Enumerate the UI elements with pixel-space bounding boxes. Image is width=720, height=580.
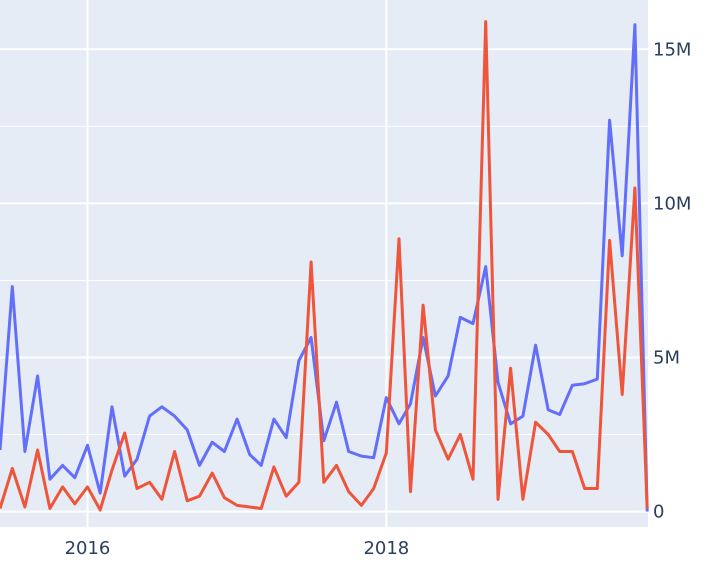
series-layer [0, 20, 649, 512]
plot-background [0, 0, 648, 527]
y-tick-label: 0 [653, 502, 664, 523]
y-axis: 0 5M 10M 15M [653, 39, 691, 522]
y-tick-label: 15M [653, 39, 691, 60]
series-line-1 [0, 23, 649, 512]
x-tick-label: 2016 [65, 538, 111, 559]
series-line-2 [0, 20, 649, 512]
x-tick-label: 2018 [363, 538, 409, 559]
y-tick-label: 10M [653, 193, 691, 214]
x-axis: 2016 2018 [65, 538, 410, 559]
y-tick-label: 5M [653, 347, 680, 368]
grid [0, 0, 648, 527]
